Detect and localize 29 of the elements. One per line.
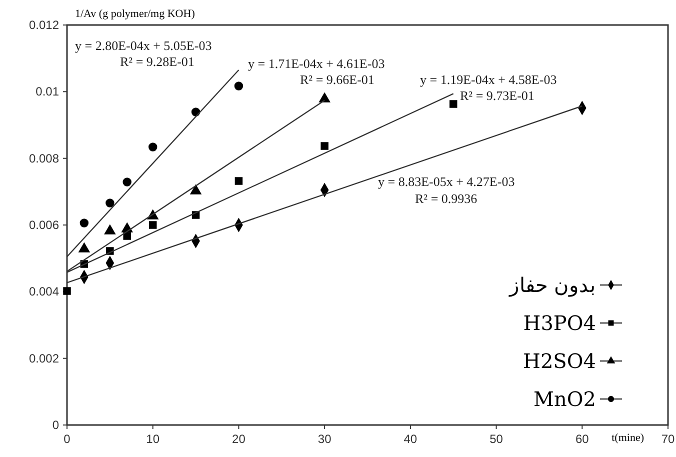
x-tick-label: 30	[318, 432, 332, 446]
x-tick-label: 50	[490, 432, 504, 446]
y-tick-label: 0.006	[28, 218, 60, 232]
annotation: y = 8.83E-05x + 4.27E-03	[378, 174, 515, 189]
x-axis-title: t(mine)	[612, 432, 644, 444]
y-tick-label: 0.012	[28, 18, 60, 32]
annotation: R² = 9.73E-01	[460, 88, 534, 103]
x-tick-label: 0	[64, 432, 71, 446]
legend-label: بدون حفاز	[508, 273, 596, 297]
annotation: R² = 0.9936	[415, 191, 478, 206]
annotation: y = 1.19E-04x + 4.58E-03	[420, 72, 557, 87]
x-tick-label: 40	[404, 432, 418, 446]
y-tick-label: 0.008	[28, 151, 60, 166]
legend-label: H3PO4	[523, 311, 596, 335]
annotation: R² = 9.66E-01	[300, 72, 374, 87]
annotation: y = 1.71E-04x + 4.61E-03	[248, 56, 385, 71]
legend-label: MnO2	[534, 387, 596, 411]
annotation: R² = 9.28E-01	[120, 54, 194, 69]
y-tick-label: 0.002	[28, 351, 60, 366]
y-axis-title: 1/Av (g polymer/mg KOH)	[75, 8, 196, 20]
annotation: y = 2.80E-04x + 5.05E-03	[75, 38, 212, 53]
y-tick-label: 0.004	[28, 284, 60, 299]
x-tick-label: 10	[146, 432, 160, 446]
x-tick-label: 20	[232, 432, 246, 446]
y-tick-label: 0	[52, 418, 60, 432]
x-tick-label: 60	[575, 432, 590, 446]
y-tick-label: 0.01	[36, 84, 60, 99]
x-tick-label: 70	[661, 432, 675, 446]
legend-label: H2SO4	[523, 349, 596, 373]
